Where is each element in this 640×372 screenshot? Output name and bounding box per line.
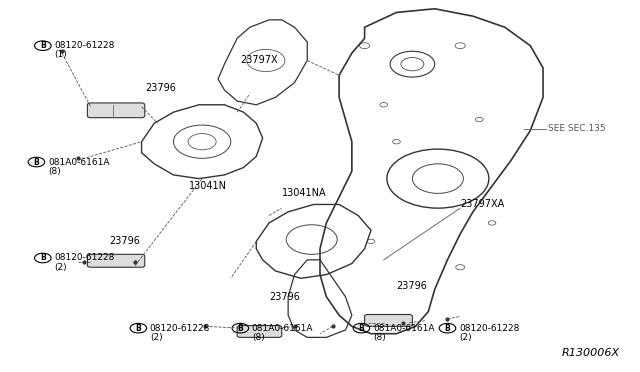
Text: 08120-61228: 08120-61228 bbox=[150, 324, 210, 333]
Text: 081A0-6161A: 081A0-6161A bbox=[373, 324, 435, 333]
Text: 081A0-6161A: 081A0-6161A bbox=[252, 324, 314, 333]
Text: (8): (8) bbox=[48, 167, 61, 176]
Text: R130006X: R130006X bbox=[561, 348, 620, 358]
Text: 08120-61228: 08120-61228 bbox=[54, 253, 115, 263]
Text: 08120-61228: 08120-61228 bbox=[54, 41, 115, 50]
Text: 23796: 23796 bbox=[269, 292, 300, 302]
Text: 23796: 23796 bbox=[396, 281, 428, 291]
Text: (8): (8) bbox=[252, 333, 264, 342]
Text: SEE SEC.135: SEE SEC.135 bbox=[548, 124, 605, 133]
Text: 23796: 23796 bbox=[145, 83, 175, 93]
FancyBboxPatch shape bbox=[365, 314, 412, 326]
Text: 23796: 23796 bbox=[109, 236, 141, 246]
Text: 23797XA: 23797XA bbox=[460, 199, 504, 209]
Text: 08120-61228: 08120-61228 bbox=[459, 324, 519, 333]
Text: 23797X: 23797X bbox=[241, 55, 278, 65]
Text: B: B bbox=[40, 253, 45, 263]
Text: B: B bbox=[40, 41, 45, 50]
Text: 081A0-6161A: 081A0-6161A bbox=[48, 157, 109, 167]
Text: (2): (2) bbox=[459, 333, 472, 342]
Text: B: B bbox=[33, 157, 39, 167]
Text: B: B bbox=[445, 324, 451, 333]
Text: B: B bbox=[136, 324, 141, 333]
Text: B: B bbox=[237, 324, 243, 333]
Text: (8): (8) bbox=[373, 333, 386, 342]
Text: (1): (1) bbox=[54, 51, 67, 60]
FancyBboxPatch shape bbox=[88, 103, 145, 118]
Text: 13041N: 13041N bbox=[189, 181, 227, 191]
Text: B: B bbox=[358, 324, 364, 333]
FancyBboxPatch shape bbox=[237, 326, 282, 337]
Text: (2): (2) bbox=[150, 333, 163, 342]
Text: (2): (2) bbox=[54, 263, 67, 272]
FancyBboxPatch shape bbox=[88, 254, 145, 267]
Text: 13041NA: 13041NA bbox=[282, 188, 326, 198]
